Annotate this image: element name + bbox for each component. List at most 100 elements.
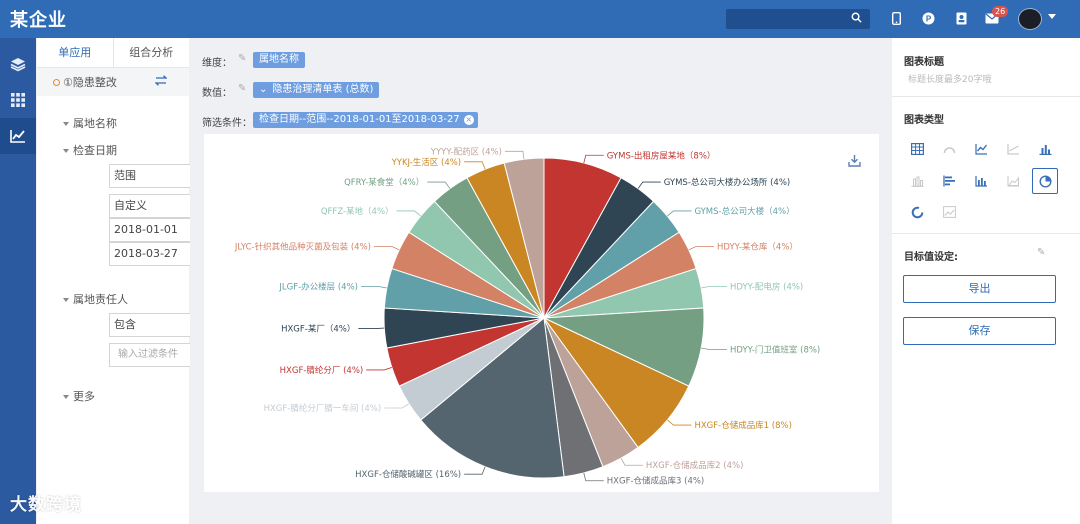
image-chart-icon[interactable] xyxy=(936,199,962,225)
save-button[interactable]: 保存 xyxy=(903,317,1056,345)
area-line-chart-icon[interactable] xyxy=(1000,136,1026,162)
grid-icon[interactable] xyxy=(0,82,36,118)
field-owner[interactable]: 属地责任人 xyxy=(63,291,128,307)
global-search-input[interactable] xyxy=(726,9,870,29)
slice-label: HDYY-配电房 (4%) xyxy=(730,282,803,293)
slice-label: HDYY-某仓库（4%） xyxy=(717,241,798,252)
notification-badge: 26 xyxy=(992,6,1009,17)
filter-chip-label: 检查日期--范围--2018-01-01至2018-03-27 xyxy=(259,114,460,125)
pencil-icon[interactable]: ✎ xyxy=(238,83,247,94)
swap-icon[interactable] xyxy=(154,75,168,89)
dimension-chip[interactable]: 属地名称 xyxy=(253,52,305,68)
slice-label: YYYY-配药区 (4%) xyxy=(430,146,502,157)
main-area: 维度： ✎ 属地名称 数值： ✎ ⌄ 隐患治理清单表 (总数) 筛选条件： 检查日… xyxy=(190,38,890,524)
horizontal-bar-icon[interactable] xyxy=(936,168,962,194)
gauge-chart-icon[interactable] xyxy=(936,136,962,162)
config-panel: 单应用 组合分析 ①隐患整改 属地名称 检查日期 范围 自定义 2018-01-… xyxy=(37,38,223,524)
value-label: 数值： xyxy=(202,88,232,99)
slice-label: HXGF-仓储成品库2 (4%) xyxy=(646,460,744,471)
user-avatar[interactable] xyxy=(1018,8,1042,30)
chevron-down-icon[interactable] xyxy=(1048,14,1056,19)
contacts-icon[interactable] xyxy=(954,11,968,25)
pie-chart-icon[interactable] xyxy=(1032,168,1058,194)
range-select-value: 范围 xyxy=(114,169,136,182)
label-leader-line xyxy=(366,367,392,371)
slice-label: HXGF-仓储成品库1 (8%) xyxy=(694,420,792,431)
tab-single-app[interactable]: 单应用 xyxy=(37,38,114,67)
label-leader-line xyxy=(583,472,604,482)
label-leader-line xyxy=(637,181,661,189)
slice-label: HDYY-门卫值班室 (8%) xyxy=(730,344,820,355)
label-leader-line xyxy=(427,181,451,189)
analysis-chart-icon[interactable] xyxy=(0,118,36,154)
slice-label: HXGF-腈纶分厂腈一车间 (4%) xyxy=(264,403,382,414)
contains-select-value: 包含 xyxy=(114,318,136,331)
tab-combined-analysis[interactable]: 组合分析 xyxy=(129,46,174,59)
pencil-icon[interactable]: ✎ xyxy=(238,53,247,64)
more-fields[interactable]: 更多 xyxy=(63,388,95,404)
slice-label: HXGF-仓储酸碱罐区 (16%) xyxy=(355,469,461,480)
slice-label: GYMS-总公司大楼办公场所 (4%) xyxy=(664,177,790,188)
label-leader-line xyxy=(701,347,728,350)
filter-label: 筛选条件： xyxy=(202,118,252,129)
slice-label: JLGF-办公楼层 (4%) xyxy=(278,282,358,293)
label-leader-line xyxy=(688,246,715,251)
label-leader-line xyxy=(384,403,410,409)
label-leader-line xyxy=(360,286,387,289)
export-button[interactable]: 导出 xyxy=(903,275,1056,303)
svg-text:P: P xyxy=(925,14,931,23)
download-icon[interactable] xyxy=(848,154,861,170)
slice-label: HXGF-腈纶分厂 (4%) xyxy=(280,365,364,376)
divider xyxy=(892,96,1080,97)
layers-icon[interactable] xyxy=(0,46,36,82)
chart-title-label: 图表标题 xyxy=(904,57,944,68)
close-icon[interactable]: × xyxy=(463,115,474,125)
mobile-icon[interactable] xyxy=(889,11,903,25)
slice-label: QFRY-某食堂（4%） xyxy=(344,177,424,188)
label-leader-line xyxy=(583,154,604,164)
current-data-source[interactable]: ①隐患整改 xyxy=(37,68,189,96)
start-date-value: 2018-01-01 xyxy=(114,223,178,236)
data-source-label: ①隐患整改 xyxy=(63,76,117,89)
label-leader-line xyxy=(504,150,525,160)
dimension-label: 维度： xyxy=(202,58,232,69)
left-rail xyxy=(0,38,36,524)
watermark-logo: 大数跨境 xyxy=(10,490,82,515)
pie-slice[interactable] xyxy=(503,157,545,319)
field-area-name[interactable]: 属地名称 xyxy=(63,115,117,131)
field-check-date[interactable]: 检查日期 xyxy=(63,142,117,158)
watermark-text: 大数跨境 xyxy=(10,495,82,515)
bar-chart-icon[interactable] xyxy=(1032,136,1058,162)
config-tabs: 单应用 组合分析 xyxy=(37,38,189,68)
chart-card: GYMS-出租房屋某地（8%） GYMS-总公司大楼办公场所 (4%) GYMS-总… xyxy=(204,134,879,492)
search-icon[interactable] xyxy=(851,12,862,26)
slice-label: YYKJ-生活区 (4%) xyxy=(391,157,462,168)
label-leader-line xyxy=(396,210,421,217)
label-leader-line xyxy=(373,246,400,251)
slice-label: QFFZ-某地（4%） xyxy=(321,206,394,217)
publish-icon[interactable]: P xyxy=(921,11,935,25)
label-leader-line xyxy=(667,419,692,426)
chart-settings-panel: 图表标题 标题长度最多20字哦 图表类型 目标值设定: ✎ 导出 保存 xyxy=(892,38,1080,524)
filter-chip[interactable]: 检查日期--范围--2018-01-01至2018-03-27 × xyxy=(253,112,478,128)
pie-slice[interactable] xyxy=(420,317,565,479)
label-leader-line xyxy=(464,466,486,475)
pie-chart: GYMS-出租房屋某地（8%） GYMS-总公司大楼办公场所 (4%) GYMS-总… xyxy=(234,146,820,486)
target-value-label: 目标值设定: xyxy=(904,252,958,263)
chart-type-label: 图表类型 xyxy=(904,115,944,126)
table-chart-icon[interactable] xyxy=(904,136,930,162)
chart-title-input[interactable]: 标题长度最多20字哦 xyxy=(908,75,992,85)
line-chart-icon[interactable] xyxy=(968,136,994,162)
chevron-down-icon[interactable]: ⌄ xyxy=(259,84,268,95)
status-dot xyxy=(53,78,60,86)
label-leader-line xyxy=(701,286,728,289)
donut-chart-icon[interactable] xyxy=(904,199,930,225)
app-title: 某企业 xyxy=(10,10,67,31)
area-chart-icon[interactable] xyxy=(1000,168,1026,194)
slice-label: GYMS-出租房屋某地（8%） xyxy=(607,150,716,161)
pencil-icon[interactable]: ✎ xyxy=(1037,247,1046,258)
value-chip[interactable]: ⌄ 隐患治理清单表 (总数) xyxy=(253,82,380,98)
stacked-bar-icon[interactable] xyxy=(904,168,930,194)
column-chart-icon[interactable] xyxy=(968,168,994,194)
label-leader-line xyxy=(358,327,385,329)
